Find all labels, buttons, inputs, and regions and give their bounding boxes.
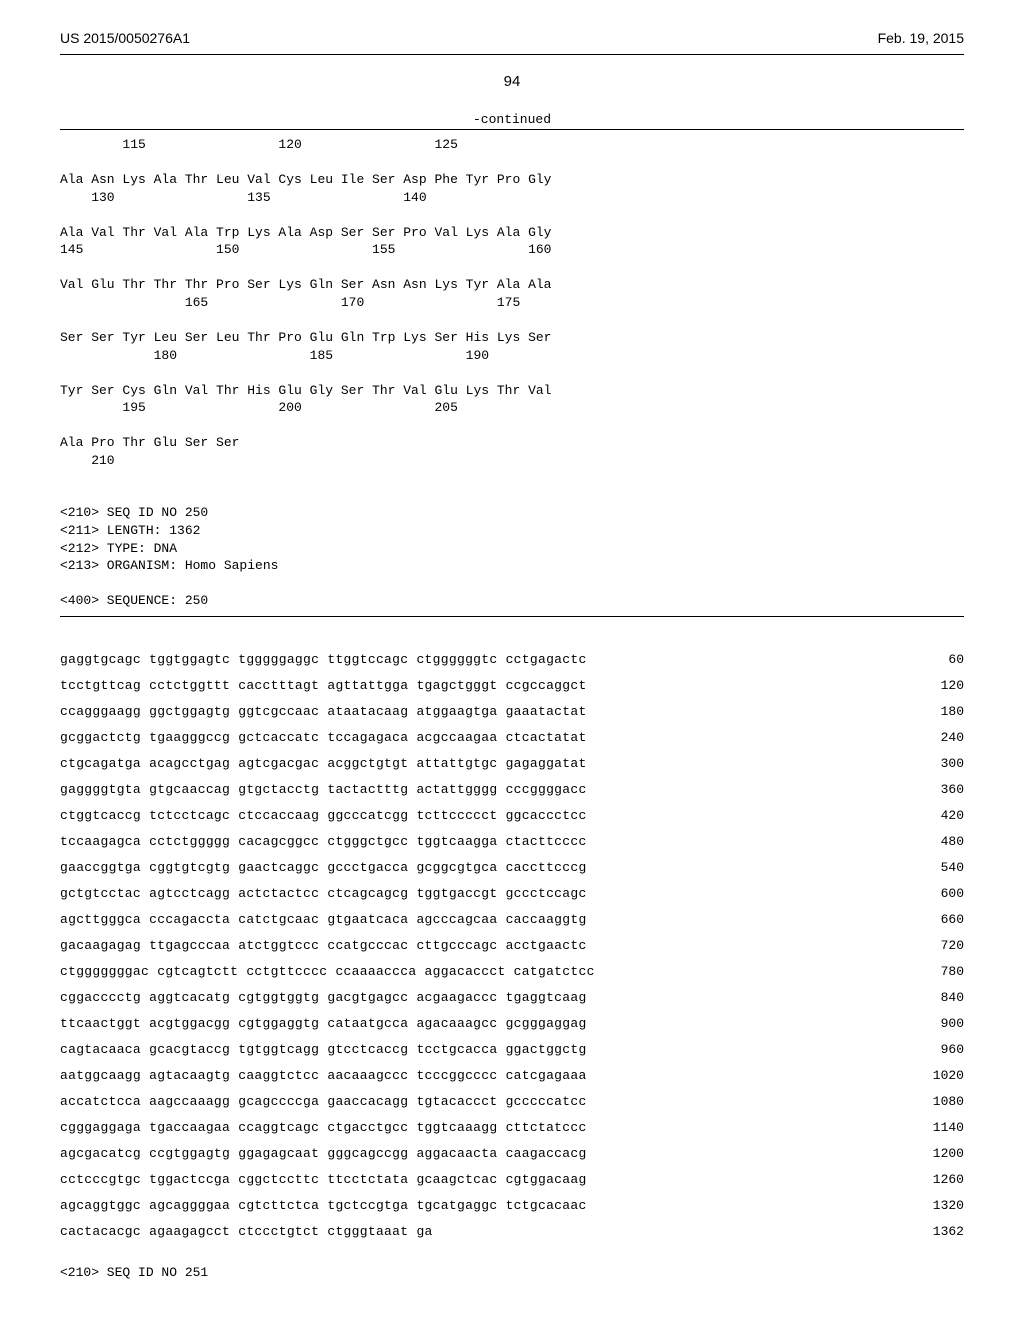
dna-seq-text: gaggtgcagc tggtggagtc tgggggaggc ttggtcc… xyxy=(60,647,587,673)
dna-seq-text: gctgtcctac agtcctcagg actctactcc ctcagca… xyxy=(60,881,587,907)
dna-seq-text: gcggactctg tgaagggccg gctcaccatc tccagag… xyxy=(60,725,587,751)
dna-seq-num: 1080 xyxy=(894,1089,964,1115)
dna-line: cgggaggaga tgaccaagaa ccaggtcagc ctgacct… xyxy=(60,1115,964,1141)
patent-header: US 2015/0050276A1 Feb. 19, 2015 xyxy=(60,30,964,46)
dna-seq-text: agcaggtggc agcaggggaa cgtcttctca tgctccg… xyxy=(60,1193,587,1219)
dna-line: cactacacgc agaagagcct ctccctgtct ctgggta… xyxy=(60,1219,964,1245)
dna-seq-text: gaggggtgta gtgcaaccag gtgctacctg tactact… xyxy=(60,777,587,803)
dna-line: ctggtcaccg tctcctcagc ctccaccaag ggcccat… xyxy=(60,803,964,829)
dna-seq-text: gaaccggtga cggtgtcgtg gaactcaggc gccctga… xyxy=(60,855,587,881)
dna-line: accatctcca aagccaaagg gcagccccga gaaccac… xyxy=(60,1089,964,1115)
dna-seq-num: 180 xyxy=(894,699,964,725)
dna-line: cagtacaaca gcacgtaccg tgtggtcagg gtcctca… xyxy=(60,1037,964,1063)
dna-seq-text: agcttgggca cccagaccta catctgcaac gtgaatc… xyxy=(60,907,587,933)
dna-line: agcgacatcg ccgtggagtg ggagagcaat gggcagc… xyxy=(60,1141,964,1167)
dna-seq-num: 60 xyxy=(894,647,964,673)
dna-line: gctgtcctac agtcctcagg actctactcc ctcagca… xyxy=(60,881,964,907)
dna-seq-text: cctcccgtgc tggactccga cggctccttc ttcctct… xyxy=(60,1167,587,1193)
dna-seq-num: 120 xyxy=(894,673,964,699)
dna-line: agcaggtggc agcaggggaa cgtcttctca tgctccg… xyxy=(60,1193,964,1219)
dna-line: ttcaactggt acgtggacgg cgtggaggtg cataatg… xyxy=(60,1011,964,1037)
next-seq-id: <210> SEQ ID NO 251 xyxy=(60,1265,964,1280)
dna-seq-text: tccaagagca cctctggggg cacagcggcc ctgggct… xyxy=(60,829,587,855)
dna-seq-text: gacaagagag ttgagcccaa atctggtccc ccatgcc… xyxy=(60,933,587,959)
dna-seq-num: 720 xyxy=(894,933,964,959)
continued-label: -continued xyxy=(60,112,964,127)
dna-line: cctcccgtgc tggactccga cggctccttc ttcctct… xyxy=(60,1167,964,1193)
dna-line: gaaccggtga cggtgtcgtg gaactcaggc gccctga… xyxy=(60,855,964,881)
dna-seq-num: 240 xyxy=(894,725,964,751)
dna-seq-text: accatctcca aagccaaagg gcagccccga gaaccac… xyxy=(60,1089,587,1115)
dna-seq-num: 900 xyxy=(894,1011,964,1037)
dna-seq-text: aatggcaagg agtacaagtg caaggtctcc aacaaag… xyxy=(60,1063,587,1089)
dna-line: tcctgttcag cctctggttt cacctttagt agttatt… xyxy=(60,673,964,699)
dna-seq-num: 1200 xyxy=(894,1141,964,1167)
dna-line: gaggggtgta gtgcaaccag gtgctacctg tactact… xyxy=(60,777,964,803)
dna-seq-num: 600 xyxy=(894,881,964,907)
dna-line: gacaagagag ttgagcccaa atctggtccc ccatgcc… xyxy=(60,933,964,959)
patent-pub-number: US 2015/0050276A1 xyxy=(60,30,190,46)
dna-line: cggacccctg aggtcacatg cgtggtggtg gacgtga… xyxy=(60,985,964,1011)
dna-seq-text: ctgggggggac cgtcagtctt cctgttcccc ccaaaa… xyxy=(60,959,595,985)
dna-line: gcggactctg tgaagggccg gctcaccatc tccagag… xyxy=(60,725,964,751)
dna-line: ccagggaagg ggctggagtg ggtcgccaac ataatac… xyxy=(60,699,964,725)
dna-seq-num: 1362 xyxy=(894,1219,964,1245)
dna-seq-text: cggacccctg aggtcacatg cgtggtggtg gacgtga… xyxy=(60,985,587,1011)
header-rule xyxy=(60,54,964,55)
dna-seq-num: 360 xyxy=(894,777,964,803)
dna-line: agcttgggca cccagaccta catctgcaac gtgaatc… xyxy=(60,907,964,933)
dna-seq-text: cagtacaaca gcacgtaccg tgtggtcagg gtcctca… xyxy=(60,1037,587,1063)
dna-seq-num: 420 xyxy=(894,803,964,829)
patent-date: Feb. 19, 2015 xyxy=(878,30,964,46)
dna-seq-num: 1140 xyxy=(894,1115,964,1141)
dna-line: tccaagagca cctctggggg cacagcggcc ctgggct… xyxy=(60,829,964,855)
dna-line: gaggtgcagc tggtggagtc tgggggaggc ttggtcc… xyxy=(60,647,964,673)
dna-seq-num: 480 xyxy=(894,829,964,855)
dna-seq-num: 540 xyxy=(894,855,964,881)
dna-seq-text: cgggaggaga tgaccaagaa ccaggtcagc ctgacct… xyxy=(60,1115,587,1141)
dna-seq-text: agcgacatcg ccgtggagtg ggagagcaat gggcagc… xyxy=(60,1141,587,1167)
dna-seq-num: 1260 xyxy=(894,1167,964,1193)
dna-seq-text: tcctgttcag cctctggttt cacctttagt agttatt… xyxy=(60,673,587,699)
dna-seq-num: 660 xyxy=(894,907,964,933)
dna-line: ctgcagatga acagcctgag agtcgacgac acggctg… xyxy=(60,751,964,777)
dna-seq-num: 960 xyxy=(894,1037,964,1063)
dna-seq-text: cactacacgc agaagagcct ctccctgtct ctgggta… xyxy=(60,1219,433,1245)
page-number: 94 xyxy=(60,73,964,90)
dna-seq-text: ttcaactggt acgtggacgg cgtggaggtg cataatg… xyxy=(60,1011,587,1037)
dna-seq-num: 1320 xyxy=(894,1193,964,1219)
dna-seq-num: 300 xyxy=(894,751,964,777)
dna-line: ctgggggggac cgtcagtctt cctgttcccc ccaaaa… xyxy=(60,959,964,985)
dna-seq-num: 840 xyxy=(894,985,964,1011)
dna-seq-text: ctgcagatga acagcctgag agtcgacgac acggctg… xyxy=(60,751,587,777)
dna-seq-text: ctggtcaccg tctcctcagc ctccaccaag ggcccat… xyxy=(60,803,587,829)
dna-seq-text: ccagggaagg ggctggagtg ggtcgccaac ataatac… xyxy=(60,699,587,725)
dna-seq-num: 780 xyxy=(894,959,964,985)
dna-seq-num: 1020 xyxy=(894,1063,964,1089)
dna-sequence-block: gaggtgcagc tggtggagtc tgggggaggc ttggtcc… xyxy=(60,647,964,1245)
protein-sequence-block: 115 120 125 Ala Asn Lys Ala Thr Leu Val … xyxy=(60,129,964,617)
dna-line: aatggcaagg agtacaagtg caaggtctcc aacaaag… xyxy=(60,1063,964,1089)
